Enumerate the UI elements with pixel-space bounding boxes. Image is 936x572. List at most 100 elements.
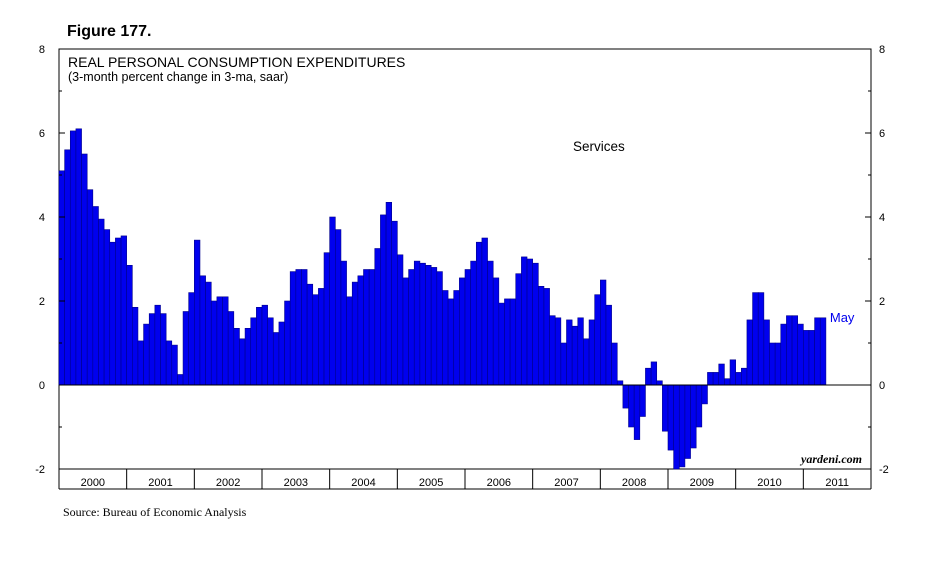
- bar: [210, 300, 218, 386]
- bar: [306, 283, 314, 386]
- bar: [470, 260, 477, 386]
- last-value-label: May: [830, 310, 855, 325]
- bar: [86, 189, 94, 386]
- bar: [430, 267, 438, 386]
- bar: [611, 342, 618, 386]
- bar: [588, 319, 595, 386]
- bar: [199, 275, 206, 386]
- y-tick-label-left: 4: [39, 212, 45, 224]
- bar: [543, 288, 550, 386]
- bar: [684, 384, 691, 459]
- bar: [137, 340, 144, 386]
- bar: [115, 237, 122, 386]
- bar: [363, 269, 370, 386]
- bar: [81, 153, 88, 386]
- x-tick-label: 2011: [825, 477, 849, 489]
- bar: [408, 269, 415, 386]
- bar: [724, 378, 731, 386]
- bar: [436, 271, 443, 386]
- bar: [284, 300, 291, 386]
- x-tick-label: 2009: [690, 477, 714, 489]
- bar: [335, 229, 342, 386]
- bar: [662, 384, 669, 432]
- bar: [803, 330, 810, 386]
- bar: [239, 338, 246, 386]
- bar: [650, 361, 658, 386]
- bar: [538, 285, 545, 386]
- bar: [498, 302, 505, 386]
- bar: [656, 380, 663, 386]
- bar: [521, 256, 528, 386]
- bar: [645, 367, 652, 386]
- bar: [233, 327, 240, 386]
- bar: [103, 229, 111, 386]
- bar: [718, 363, 725, 386]
- bar: [98, 218, 105, 386]
- bar: [605, 304, 612, 386]
- bar: [58, 170, 65, 386]
- x-tick-label: 2003: [284, 477, 308, 489]
- bar: [261, 304, 268, 386]
- bar: [216, 296, 223, 386]
- bar: [554, 317, 562, 386]
- y-tick-label-left: 2: [39, 296, 45, 308]
- bars-group: [58, 128, 827, 470]
- bar: [786, 315, 793, 386]
- plot-frame: [58, 48, 872, 470]
- bar: [639, 384, 646, 417]
- x-tick-label: 2007: [554, 477, 578, 489]
- bar: [346, 296, 353, 386]
- bar: [340, 260, 347, 386]
- bar: [419, 262, 426, 386]
- bar: [182, 311, 189, 386]
- bar: [741, 367, 748, 386]
- bar: [481, 237, 488, 386]
- y-tick-label-right: -2: [879, 464, 889, 476]
- bar: [278, 321, 285, 386]
- bar: [357, 275, 364, 386]
- bar: [380, 214, 387, 386]
- bar: [194, 239, 201, 386]
- y-axis: -2 -2 0 0 2 2 4 4 6 6 8 8: [35, 44, 889, 476]
- bar: [205, 281, 212, 386]
- bar: [752, 292, 759, 386]
- bar: [667, 384, 674, 451]
- bar: [819, 317, 827, 386]
- bar: [143, 323, 150, 386]
- y-tick-label-left: 8: [39, 44, 45, 56]
- bar: [165, 340, 173, 386]
- bar: [532, 262, 539, 386]
- bar: [374, 248, 381, 386]
- bar: [148, 313, 156, 386]
- bar: [301, 269, 308, 386]
- bar: [594, 294, 601, 386]
- bar: [368, 269, 376, 386]
- bar: [746, 319, 753, 386]
- watermark: yardeni.com: [799, 452, 862, 466]
- bar: [109, 241, 116, 386]
- bar: [402, 277, 409, 386]
- series-label: Services: [573, 139, 625, 154]
- bar: [425, 264, 432, 386]
- bar: [791, 315, 798, 386]
- bar: [735, 372, 742, 386]
- bar: [757, 292, 765, 386]
- bar: [413, 260, 421, 386]
- bar: [797, 323, 804, 386]
- x-tick-label: 2006: [487, 477, 511, 489]
- bar: [222, 296, 229, 386]
- bar: [154, 304, 161, 386]
- bar: [391, 220, 398, 386]
- bar: [678, 384, 686, 468]
- bar: [712, 372, 720, 386]
- bar: [814, 317, 821, 386]
- bar: [267, 317, 274, 386]
- bar: [64, 149, 71, 386]
- bar: [289, 271, 297, 386]
- bar: [126, 264, 133, 386]
- bar: [442, 290, 449, 386]
- bar: [256, 306, 263, 386]
- bar: [774, 342, 782, 386]
- bar: [227, 311, 235, 386]
- bar: [690, 384, 697, 449]
